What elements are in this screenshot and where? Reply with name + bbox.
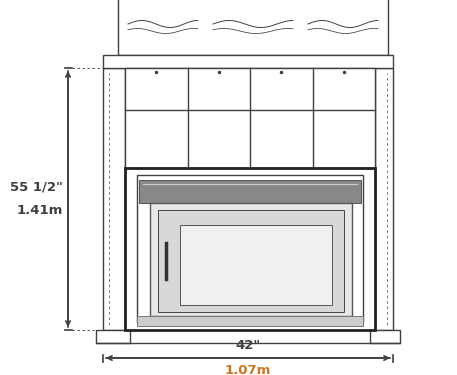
Bar — [137, 316, 363, 326]
Bar — [139, 180, 361, 203]
Bar — [125, 168, 375, 330]
Bar — [96, 330, 130, 343]
Bar — [158, 210, 344, 312]
Bar — [375, 68, 393, 330]
Bar — [125, 68, 375, 168]
Text: 42": 42" — [235, 339, 260, 352]
Bar — [103, 55, 393, 68]
Bar — [180, 225, 332, 305]
Bar — [370, 330, 400, 343]
Bar — [137, 175, 363, 322]
Text: 1.07m: 1.07m — [225, 364, 271, 375]
Polygon shape — [118, 0, 388, 55]
Text: 1.41m: 1.41m — [16, 204, 63, 218]
Text: 55 1/2": 55 1/2" — [10, 180, 63, 194]
Bar — [150, 203, 352, 316]
Bar — [103, 68, 125, 330]
